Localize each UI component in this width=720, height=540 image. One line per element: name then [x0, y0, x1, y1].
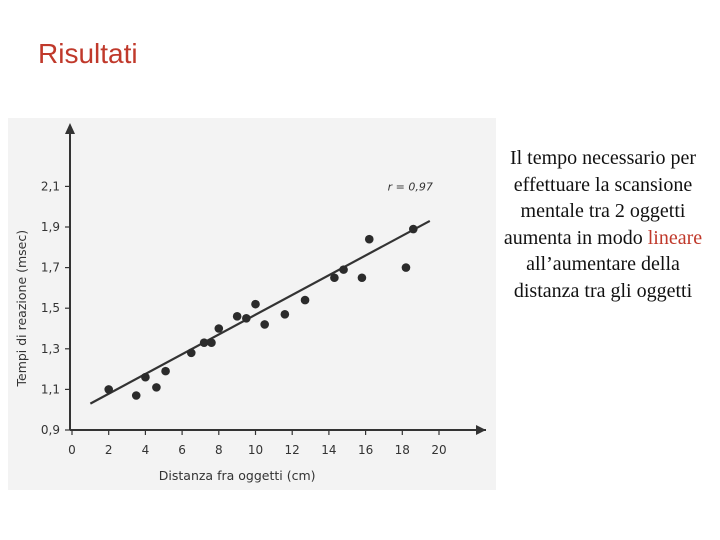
y-tick-label: 2,1 [41, 179, 60, 193]
data-point [104, 385, 113, 394]
data-point [214, 324, 224, 333]
data-point [199, 338, 209, 348]
y-axis-arrow [65, 123, 75, 134]
data-point [357, 273, 367, 283]
y-axis-title: Tempi di reazione (msec) [14, 230, 29, 388]
x-tick-label: 10 [248, 443, 263, 457]
data-point [207, 338, 216, 348]
data-point [280, 309, 290, 319]
data-point [409, 224, 418, 234]
x-tick-label: 2 [105, 443, 113, 457]
correlation-annotation: r = 0,97 [388, 180, 433, 193]
y-tick-label: 1,5 [41, 301, 60, 315]
slide-title: Risultati [38, 38, 138, 69]
data-point [339, 265, 348, 274]
x-tick-label: 14 [321, 443, 336, 457]
caption-text: Il tempo necessario per effettuare la sc… [503, 145, 703, 304]
scatter-chart: 0 2 4 6 8 10 12 14 16 18 20 0,9 1,1 1,3 1,5 1,7 1,9 2,1 r … [14, 123, 486, 483]
data-point [364, 234, 374, 244]
x-tick-label: 6 [178, 443, 186, 457]
data-point [186, 348, 196, 358]
x-axis-arrow [476, 425, 486, 435]
y-tick-label: 1,3 [41, 342, 60, 356]
data-point [401, 263, 411, 272]
caption-highlight: lineare [647, 226, 703, 249]
data-point [232, 312, 242, 321]
chart-panel: 0 2 4 6 8 10 12 14 16 18 20 0,9 1,1 1,3 1,5 1,7 1,9 2,1 r … [8, 118, 496, 490]
x-tick-label: 0 [68, 443, 76, 457]
y-tick-label: 1,9 [41, 220, 60, 234]
x-axis-title: Distanza fra oggetti (cm) [159, 468, 316, 483]
data-point [141, 372, 150, 382]
y-tick-label: 0,9 [41, 423, 60, 437]
data-point [242, 314, 251, 323]
x-tick-label: 20 [431, 443, 446, 457]
x-tick-label: 18 [395, 443, 410, 457]
x-tick-label: 4 [142, 443, 150, 457]
data-point [251, 299, 260, 309]
data-point [131, 391, 141, 400]
y-tick-label: 1,1 [41, 382, 60, 396]
fit-line [89, 219, 431, 405]
caption-text-before: Il tempo necessario per effettuare la sc… [503, 147, 697, 249]
x-tick-label: 16 [358, 443, 373, 457]
data-point [300, 295, 310, 305]
y-tick-label: 1,7 [41, 261, 60, 275]
data-point [152, 383, 161, 392]
data-point [260, 320, 269, 329]
x-tick-label: 12 [285, 443, 300, 457]
data-point [330, 273, 339, 283]
x-tick-label: 8 [215, 443, 223, 457]
data-point [161, 366, 170, 376]
caption-text-after: all’aumentare della distanza tra gli ogg… [513, 253, 693, 302]
